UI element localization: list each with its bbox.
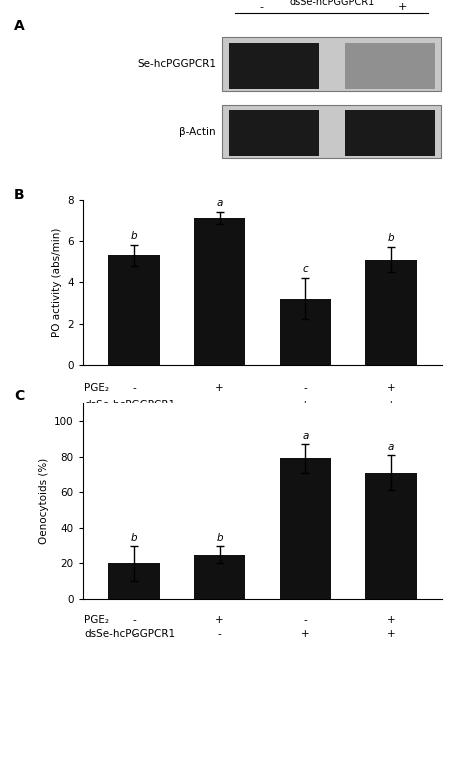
Text: -: - bbox=[218, 629, 221, 639]
Bar bbox=[194, 554, 245, 599]
Text: +: + bbox=[398, 2, 407, 12]
Text: Se-hcPGGPCR1: Se-hcPGGPCR1 bbox=[137, 59, 216, 69]
Bar bbox=[222, 38, 441, 91]
Text: B: B bbox=[14, 188, 25, 202]
Text: -: - bbox=[259, 2, 263, 12]
Bar bbox=[194, 218, 245, 365]
Text: -: - bbox=[132, 383, 136, 393]
Text: b: b bbox=[131, 231, 138, 241]
Text: -: - bbox=[304, 383, 307, 393]
Bar bbox=[345, 43, 435, 88]
Text: β-Actin: β-Actin bbox=[179, 127, 216, 137]
Bar bbox=[365, 260, 417, 365]
Text: dsSe-hcPGGPCR1: dsSe-hcPGGPCR1 bbox=[289, 0, 375, 7]
Bar bbox=[108, 564, 160, 599]
Text: -: - bbox=[132, 615, 136, 625]
Text: +: + bbox=[215, 615, 224, 625]
Text: +: + bbox=[301, 400, 310, 410]
Bar bbox=[365, 472, 417, 599]
Text: +: + bbox=[301, 629, 310, 639]
Text: +: + bbox=[386, 400, 395, 410]
Y-axis label: PO activity (abs/min): PO activity (abs/min) bbox=[52, 227, 61, 337]
Bar bbox=[229, 43, 319, 88]
Bar bbox=[222, 104, 441, 158]
Text: b: b bbox=[387, 233, 394, 243]
Text: a: a bbox=[302, 432, 308, 442]
Text: PGE₂: PGE₂ bbox=[85, 615, 109, 625]
Text: PGE₂: PGE₂ bbox=[85, 383, 109, 393]
Text: b: b bbox=[131, 533, 138, 543]
Y-axis label: Oenocytoids (%): Oenocytoids (%) bbox=[39, 458, 49, 545]
Text: A: A bbox=[14, 19, 25, 33]
Bar bbox=[108, 256, 160, 365]
Bar bbox=[345, 110, 435, 156]
Text: a: a bbox=[217, 198, 223, 208]
Text: dsSe-hcPGGPCR1: dsSe-hcPGGPCR1 bbox=[85, 400, 175, 410]
Text: +: + bbox=[386, 629, 395, 639]
Text: a: a bbox=[388, 442, 394, 452]
Text: -: - bbox=[132, 629, 136, 639]
Text: -: - bbox=[218, 400, 221, 410]
Text: +: + bbox=[386, 383, 395, 393]
Bar bbox=[229, 110, 319, 156]
Text: -: - bbox=[132, 400, 136, 410]
Text: b: b bbox=[217, 533, 223, 543]
Text: -: - bbox=[304, 615, 307, 625]
Text: c: c bbox=[302, 264, 308, 274]
Text: +: + bbox=[215, 383, 224, 393]
Text: +: + bbox=[386, 615, 395, 625]
Text: C: C bbox=[14, 389, 25, 403]
Bar bbox=[280, 299, 331, 365]
Text: dsSe-hcPGGPCR1: dsSe-hcPGGPCR1 bbox=[85, 629, 175, 639]
Bar bbox=[280, 458, 331, 599]
